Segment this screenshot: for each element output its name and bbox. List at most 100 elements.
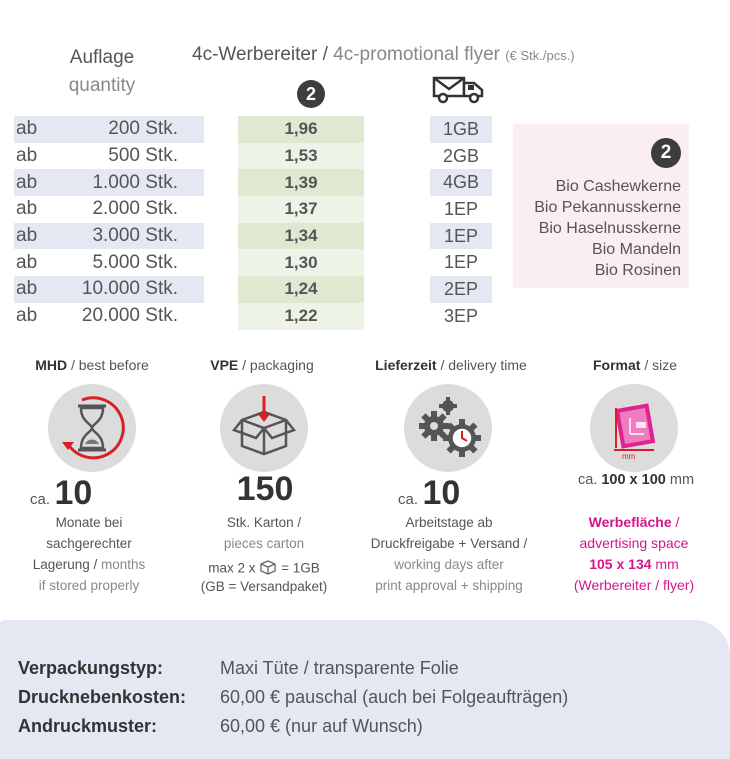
vpe-note-part: max 2 x (208, 560, 256, 576)
price-column: 1,96 1,53 1,39 1,37 1,34 1,30 1,24 1,22 (238, 116, 364, 330)
quantity-header-de: Auflage (69, 47, 135, 68)
vpe-note-line: max 2 x = 1GB (182, 559, 346, 579)
mhd-description: Monate bei sachgerechter Lagerung / mont… (12, 512, 166, 596)
detail-row: Andruckmuster: 60,00 € (nur auf Wunsch) (18, 716, 423, 737)
mhd-label-en: best before (78, 357, 149, 373)
vpe-note-line: (GB = Versandpaket) (200, 579, 328, 594)
shipping-cell: 1EP (430, 222, 492, 250)
format-label-en: size (652, 357, 678, 373)
vpe-label-en: packaging (249, 357, 314, 373)
vpe-note-part: = 1GB (281, 560, 320, 576)
vpe-note: max 2 x = 1GB (GB = Versandpaket) (182, 559, 346, 595)
format-ad-line: (Werbereiter / flyer) (573, 577, 695, 593)
shipping-column: 1GB 2GB 4GB 1EP 1EP 1EP 2EP 3EP (430, 116, 492, 330)
hourglass-icon (48, 384, 136, 472)
price-cell: 1,24 (238, 276, 364, 303)
format-ad-line: 105 x 134 mm (548, 554, 720, 575)
ab-label: ab (16, 171, 38, 193)
ab-label: ab (16, 118, 38, 140)
format-icon: mm (590, 384, 678, 472)
ab-label: ab (16, 198, 38, 220)
mhd-desc-de: Lagerung / (32, 557, 98, 572)
vpe-label: VPE / packaging (210, 357, 314, 373)
vpe-desc-line: pieces carton (223, 536, 305, 551)
format-size-ca: ca. (577, 472, 598, 488)
mhd-value: ca. 10 (30, 474, 92, 513)
ab-label: ab (16, 225, 38, 247)
price-cell: 1,96 (238, 116, 364, 143)
quantity-header-en: quantity (68, 75, 136, 96)
shipping-cell: 1EP (443, 252, 479, 273)
quantity-column: ab 200 Stk. ab 500 Stk. ab 1.000 Stk. ab 2.0… (14, 116, 204, 330)
product-item: Bio Cashewkerne (555, 178, 681, 195)
detail-key: Drucknebenkosten: (18, 687, 187, 707)
detail-row: Drucknebenkosten: 60,00 € pauschal (auch … (18, 687, 568, 708)
quantity-header: Auflage quantity (62, 44, 142, 100)
detail-key: Verpackungstyp: (18, 658, 164, 678)
product-item: Bio Mandeln (592, 241, 681, 258)
vpe-number: 150 (236, 470, 294, 508)
format-ad-value: 105 x 134 (589, 556, 652, 572)
quantity-row: ab 500 Stk. (14, 143, 204, 170)
delivery-number: 10 (422, 474, 461, 512)
format-icon-label: mm (622, 452, 636, 461)
format-ad-unit: mm (655, 556, 679, 572)
vpe-desc-line: Stk. Karton / (226, 515, 302, 530)
quantity-value: 2.000 Stk. (92, 198, 178, 220)
price-cell: 1,30 (238, 249, 364, 277)
vpe-value: 150 (200, 470, 330, 509)
details-box: Verpackungstyp: Maxi Tüte / transparente … (0, 620, 730, 759)
quantity-row: ab 1.000 Stk. (14, 169, 204, 197)
shipping-cell: 1GB (430, 116, 492, 143)
mhd-label: MHD / best before (35, 357, 149, 373)
quantity-value: 200 Stk. (108, 118, 178, 140)
delivery-ca: ca. (398, 491, 419, 508)
price-cell: 1,22 (238, 302, 364, 330)
quantity-row: ab 200 Stk. (14, 116, 204, 143)
quantity-row: ab 20.000 Stk. (14, 303, 204, 330)
format-label: Format / size (592, 357, 678, 373)
box-icon (220, 384, 308, 472)
mhd-desc-line: Lagerung / months (12, 554, 166, 575)
mhd-number: 10 (54, 474, 93, 512)
mhd-desc-line: Monate bei (55, 515, 123, 530)
price-header-de: 4c-Werbereiter (192, 44, 318, 65)
format-size: ca. 100 x 100 mm (556, 470, 716, 491)
small-box-icon (259, 559, 277, 579)
mhd-ca: ca. (30, 491, 51, 508)
vpe-description: Stk. Karton / pieces carton (188, 512, 340, 554)
ab-label: ab (16, 305, 38, 327)
price-cell: 1,53 (238, 142, 364, 170)
price-header-sep: / (317, 44, 334, 65)
shipping-cell: 2EP (430, 276, 492, 303)
price-cell: 1,39 (238, 169, 364, 197)
price-header-en: 4c-promotional flyer (333, 44, 500, 65)
detail-value: 60,00 € (nur auf Wunsch) (220, 716, 423, 736)
price-header: 4c-Werbereiter / 4c-promotional flyer (€… (192, 44, 575, 66)
product-box: 2 Bio Cashewkerne Bio Pekannusskerne Bio… (513, 124, 689, 288)
vpe-label-de: VPE (210, 357, 239, 373)
delivery-label: Lieferzeit / delivery time (375, 357, 527, 373)
detail-value: Maxi Tüte / transparente Folie (220, 658, 459, 678)
format-size-unit: mm (669, 472, 695, 488)
price-badge: 2 (297, 80, 325, 108)
delivery-value: ca. 10 (398, 474, 460, 513)
format-advertising: Werbefläche / advertising space 105 x 13… (548, 512, 720, 596)
price-header-unit: (€ Stk./pcs.) (505, 48, 575, 63)
mhd-desc-line: sachgerechter (46, 536, 132, 551)
ab-label: ab (16, 251, 38, 273)
product-item: Bio Pekannusskerne (534, 199, 681, 216)
quantity-value: 10.000 Stk. (81, 278, 178, 300)
format-ad-line: advertising space (579, 535, 689, 551)
detail-value: 60,00 € pauschal (auch bei Folgeaufträge… (220, 687, 569, 707)
ab-label: ab (16, 145, 38, 167)
mhd-desc-line: if stored properly (38, 578, 140, 593)
delivery-label-en: delivery time (448, 357, 527, 373)
quantity-value: 1.000 Stk. (92, 171, 178, 193)
quantity-row: ab 3.000 Stk. (14, 222, 204, 250)
quantity-row: ab 10.000 Stk. (14, 276, 204, 303)
quantity-value: 20.000 Stk. (81, 305, 178, 327)
shipping-cell: 4GB (430, 169, 492, 197)
quantity-value: 500 Stk. (108, 145, 178, 167)
delivery-description: Arbeitstage ab Druckfreigabe + Versand /… (350, 512, 548, 596)
